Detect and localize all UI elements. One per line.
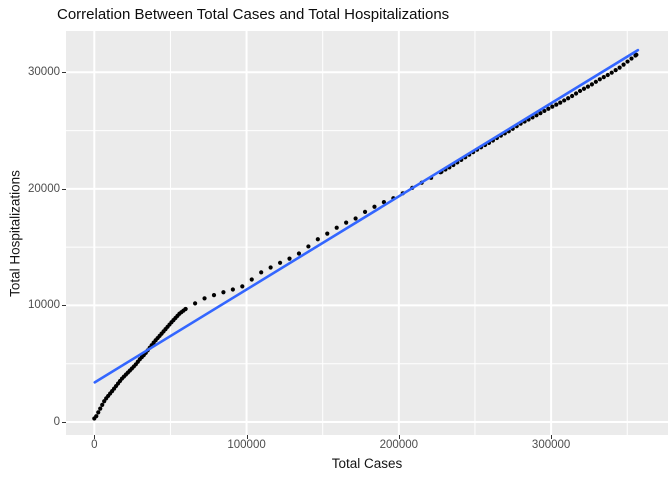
trend-line [93,48,640,384]
y-axis-title: Total Hospitalizations [7,170,23,297]
data-point [381,200,387,205]
x-tick-mark [551,435,553,439]
data-point [609,70,614,75]
x-tick-label: 100000 [227,439,266,451]
y-tick-label: 0 [53,416,60,428]
data-point [96,410,101,415]
plot-panel [66,31,668,435]
data-point [597,77,602,82]
data-point [573,91,579,96]
data-point [353,216,358,221]
data-point [325,231,330,236]
y-tick-mark [62,422,66,423]
x-tick-mark [94,435,96,439]
data-point [566,96,571,101]
data-point [634,52,639,57]
x-tick-label: 300000 [531,439,571,451]
data-point [581,86,587,91]
chart-title: Correlation Between Total Cases and Tota… [57,6,450,23]
data-point [202,296,207,301]
data-point [230,287,235,292]
data-point [577,88,583,94]
data-point [601,75,606,80]
y-tick-mark [62,305,66,307]
x-tick-mark [246,435,248,439]
data-point [542,108,547,114]
data-point [98,406,103,411]
x-axis-title: Total Cases [331,456,403,471]
data-point [585,84,591,89]
y-tick-label: 10000 [28,299,60,312]
data-point [249,277,254,282]
data-point [344,220,349,225]
data-point [558,100,563,105]
chart-canvas [66,31,668,435]
data-point [546,106,551,111]
data-point [562,98,567,103]
y-tick-label: 20000 [28,182,60,195]
data-point [362,209,368,214]
data-point [372,204,377,209]
data-point [315,237,320,242]
data-point [605,72,610,78]
data-point [296,251,302,256]
data-point [240,284,245,289]
data-point [589,82,595,87]
data-point [287,256,292,261]
data-point [268,265,273,270]
y-tick-mark [62,72,66,74]
data-point [550,104,555,109]
data-point [613,68,618,73]
x-tick-label: 0 [91,439,98,451]
data-point [193,301,198,306]
data-point [334,225,339,230]
data-point [570,93,575,99]
data-point [100,402,105,407]
data-point [593,79,598,84]
data-point [94,414,99,419]
data-point [259,270,264,275]
data-point [538,110,543,116]
data-point [629,56,634,61]
data-point [211,293,217,298]
x-tick-label: 200000 [379,439,419,451]
y-tick-label: 30000 [28,66,60,79]
data-point [221,290,226,295]
y-tick-mark [62,188,66,190]
data-point [621,62,626,67]
data-point [554,102,559,107]
data-point [183,306,188,312]
data-point [617,65,622,70]
data-point [277,260,283,265]
data-point [306,244,311,249]
data-point [625,59,630,64]
x-tick-mark [398,435,400,439]
